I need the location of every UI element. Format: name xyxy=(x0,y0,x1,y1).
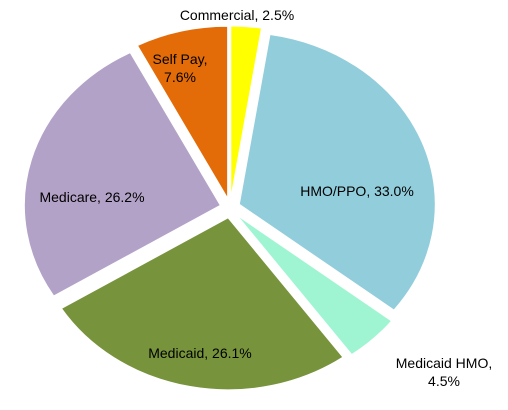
slice-label-line: Medicaid, 26.1% xyxy=(148,345,252,361)
slice-label: HMO/PPO, 33.0% xyxy=(300,183,414,199)
pie-slice xyxy=(136,25,229,201)
slice-label-line: 7.6% xyxy=(164,69,196,85)
slice-label: Medicaid, 26.1% xyxy=(148,345,252,361)
pie-slice xyxy=(23,51,222,297)
pie-slice xyxy=(60,217,344,391)
slice-label-line: Self Pay, xyxy=(153,51,208,67)
pie-slice xyxy=(238,33,436,311)
slice-label: Medicaid HMO, 4.5% xyxy=(396,355,492,389)
slice-label-line: Medicaid HMO, xyxy=(396,355,492,371)
slice-label: Self Pay, 7.6% xyxy=(153,51,208,85)
slice-label-line: HMO/PPO, 33.0% xyxy=(300,183,414,199)
slice-label: Commercial, 2.5% xyxy=(180,7,294,23)
slice-label-line: Medicare, 26.2% xyxy=(39,189,144,205)
slice-label-line: Commercial, 2.5% xyxy=(180,7,294,23)
pie-slice xyxy=(236,214,393,356)
slice-label-line: 4.5% xyxy=(428,373,460,389)
pie-slice xyxy=(230,25,263,199)
slice-label: Medicare, 26.2% xyxy=(39,189,144,205)
